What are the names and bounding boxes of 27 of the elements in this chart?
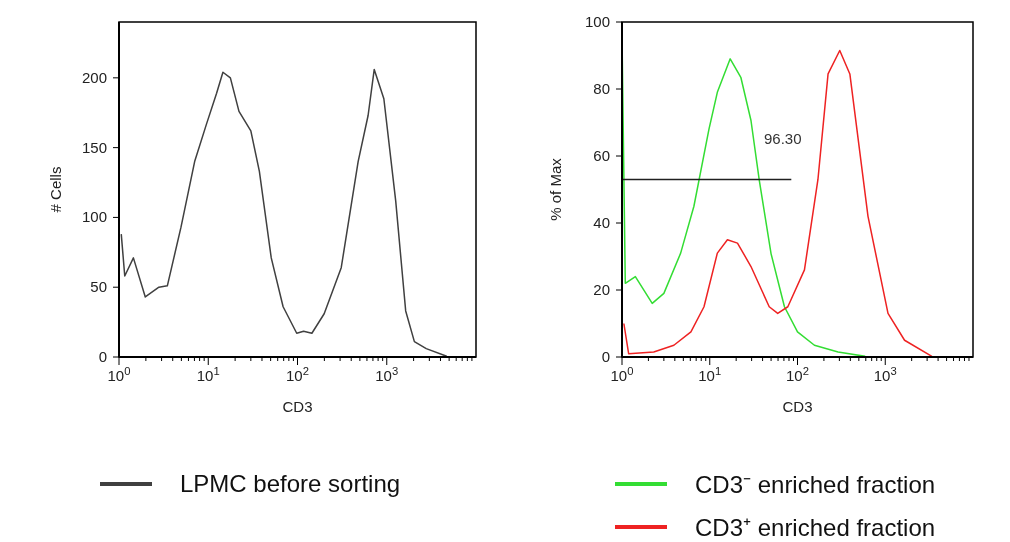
y-tick-label: 200 (81, 68, 107, 86)
x-tick-label: 10$^{3}$ (873, 365, 897, 384)
x-tick-label: 10$^{2}$ (286, 365, 309, 384)
x-tick-label: 10$^{0}$ (610, 365, 634, 384)
y-tick-label: 0 (98, 348, 107, 365)
y-tick-label: 100 (584, 13, 610, 30)
legend-label: CD3⁻ enriched fraction (695, 470, 936, 500)
y-tick-label: 50 (90, 278, 107, 296)
y-tick-label: 100 (81, 208, 107, 226)
y-tick-label: 150 (81, 138, 107, 156)
annotation: 96.30 (764, 130, 802, 147)
x-tick-label: 10$^{1}$ (698, 365, 722, 384)
y-tick-label: 60 (593, 147, 610, 164)
x-tick-label: 10$^{2}$ (786, 365, 809, 384)
y-tick-label: 0 (601, 348, 610, 365)
x-tick-label: 10$^{0}$ (107, 365, 131, 384)
x-tick-label: 10$^{3}$ (375, 365, 399, 384)
legend-label: LPMC before sorting (180, 469, 401, 498)
x-axis-title: CD3 (782, 397, 813, 415)
x-axis-title: CD3 (282, 397, 313, 415)
y-axis-title: # Cells (47, 166, 65, 213)
legend-label: CD3⁺ enriched fraction (695, 513, 936, 542)
y-tick-label: 40 (593, 214, 610, 231)
y-tick-label: 80 (593, 80, 610, 97)
x-tick-label: 10$^{1}$ (196, 365, 220, 384)
y-tick-label: 20 (593, 281, 610, 298)
y-axis-title: % of Max (547, 157, 565, 221)
